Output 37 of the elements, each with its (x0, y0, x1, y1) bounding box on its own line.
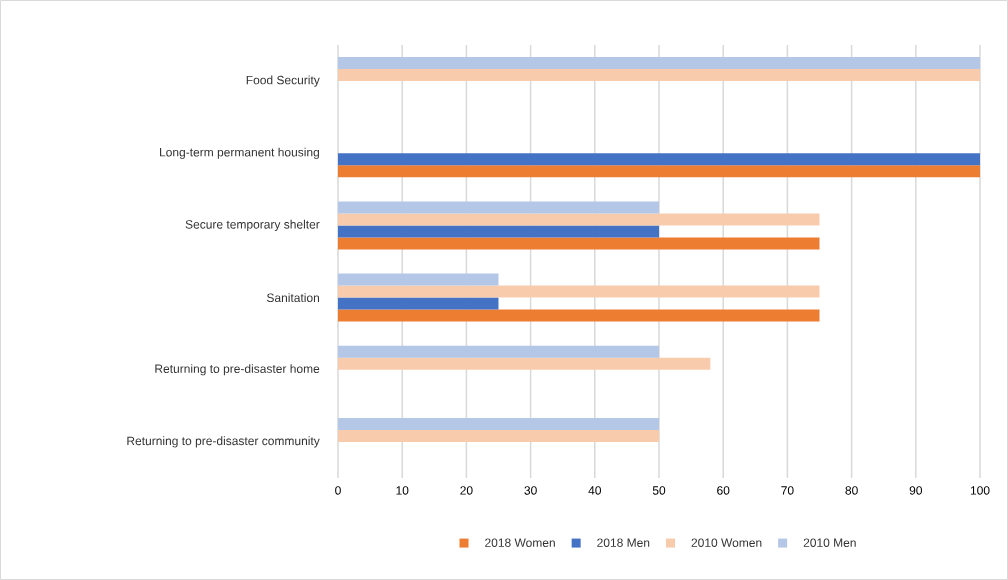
legend-label: 2010 Men (803, 538, 856, 547)
x-tick-label: 10 (396, 486, 409, 495)
bar (338, 69, 981, 82)
legend-label: 2018 Women (485, 538, 555, 547)
bar (338, 297, 499, 310)
legend-label: 2010 Women (691, 538, 762, 547)
bar (338, 285, 820, 298)
x-tick-label: 70 (781, 486, 794, 495)
y-tick-label: Long-term permanent housing (160, 147, 319, 159)
bar (338, 309, 820, 322)
bar (338, 165, 981, 178)
bar (338, 345, 659, 358)
x-tick-label: 40 (588, 486, 602, 495)
y-tick-label: Secure temporary shelter (185, 219, 320, 232)
x-tick-label: 60 (717, 486, 730, 495)
x-tick-label: 90 (909, 486, 923, 495)
legend-label: 2018 Men (597, 538, 650, 547)
bar (338, 237, 820, 250)
x-tick-label: 50 (652, 486, 666, 495)
bar (338, 225, 659, 238)
y-tick-label: Returning to pre-disaster home (155, 364, 320, 376)
bar (338, 357, 711, 370)
x-tick-label: 80 (845, 486, 858, 495)
bar (338, 213, 820, 226)
x-tick-label: 100 (970, 486, 990, 495)
bar (338, 429, 659, 442)
x-tick-label: 30 (524, 486, 537, 495)
bar (338, 273, 499, 286)
y-tick-label: Returning to pre-disaster community (127, 436, 320, 448)
bar (338, 417, 659, 430)
bar (338, 201, 659, 214)
x-tick-label: 0 (335, 486, 341, 495)
x-tick-label: 20 (460, 486, 473, 495)
y-tick-label: Sanitation (266, 293, 320, 302)
bar (338, 57, 981, 70)
y-tick-label: Food Security (246, 75, 320, 87)
bar (338, 153, 981, 166)
